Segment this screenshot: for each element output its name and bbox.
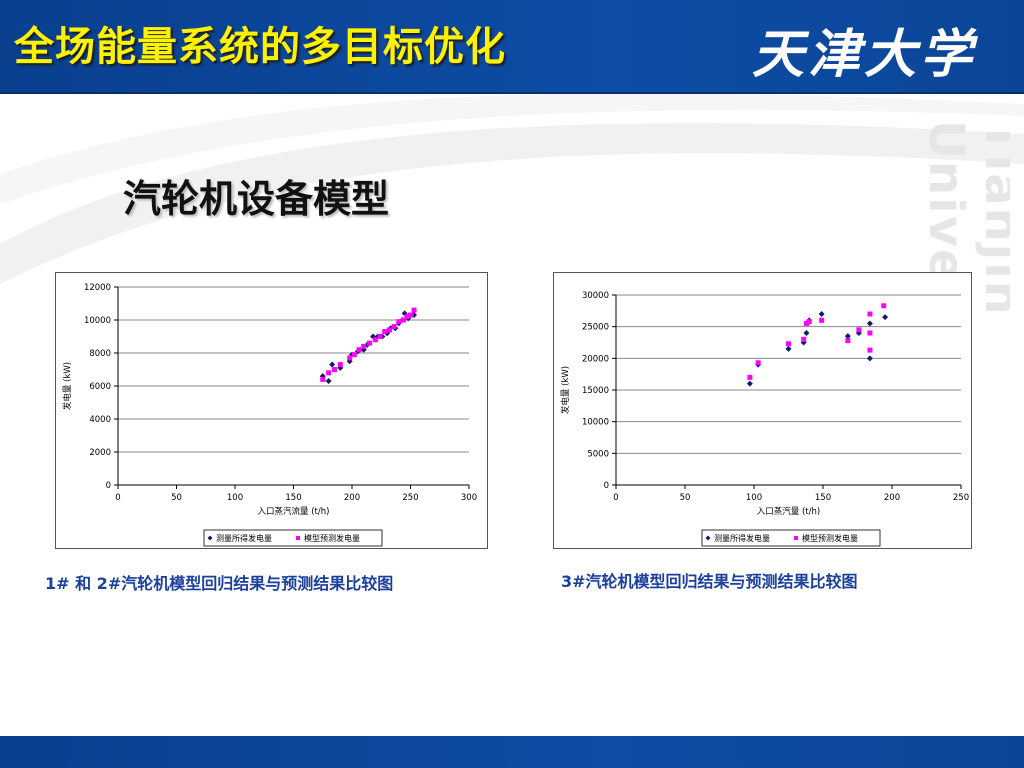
- x-tick-label: 100: [746, 493, 762, 503]
- x-tick-label: 150: [285, 493, 301, 503]
- predicted-point: [386, 327, 392, 333]
- legend-measured-marker: [207, 535, 213, 541]
- predicted-point: [786, 341, 791, 347]
- predicted-point: [881, 303, 887, 309]
- measured-point: [866, 320, 873, 327]
- predicted-point: [320, 376, 326, 382]
- predicted-point: [801, 336, 807, 342]
- predicted-point: [347, 355, 353, 361]
- predicted-point: [867, 311, 873, 317]
- x-tick-label: 150: [815, 493, 831, 503]
- x-tick-label: 100: [227, 493, 243, 503]
- y-tick-label: 0: [106, 481, 111, 491]
- y-axis-label: 发电量 (kW): [62, 362, 73, 410]
- legend-box: [701, 529, 881, 547]
- legend-measured-marker: [705, 535, 711, 541]
- y-tick-label: 30000: [582, 291, 609, 301]
- measured-point: [866, 355, 873, 362]
- predicted-point: [411, 307, 417, 313]
- chart-1-svg: 0 2000 4000 6000 8000 10000 12000 0 50 100 150 200 2…: [62, 283, 477, 547]
- predicted-point: [755, 360, 761, 366]
- predicted-point: [803, 321, 809, 326]
- legend-label: 模型预测发电量: [802, 533, 858, 543]
- y-tick-label: 6000: [89, 382, 111, 392]
- measured-point: [785, 345, 792, 352]
- predicted-point: [372, 337, 378, 343]
- predicted-point: [806, 319, 812, 325]
- y-tick-label: 0: [604, 481, 609, 491]
- predicted-point: [351, 352, 357, 358]
- predicted-point: [867, 330, 873, 336]
- y-tick-label: 4000: [89, 415, 111, 425]
- x-tick-label: 200: [884, 493, 900, 503]
- measured-point: [746, 380, 753, 387]
- legend-predicted-marker: [794, 536, 798, 540]
- predicted-point: [819, 317, 825, 323]
- background-swoosh: [0, 94, 1024, 284]
- x-tick-label: 0: [115, 493, 120, 503]
- x-axis-label: 入口蒸汽量 (t/h): [757, 506, 820, 517]
- y-tick-label: 5000: [587, 449, 609, 459]
- y-tick-label: 20000: [582, 354, 609, 364]
- legend-label: 测量所得发电量: [216, 533, 272, 543]
- x-tick-label: 50: [171, 493, 182, 503]
- measured-point: [818, 311, 825, 317]
- chart-2-svg: 0 5000 10000 15000 20000 25000 30000 0 50 100 150 2…: [560, 291, 969, 547]
- y-tick-label: 8000: [89, 349, 111, 359]
- y-tick-label: 2000: [89, 448, 111, 458]
- measured-point: [803, 330, 810, 336]
- predicted-point: [391, 324, 397, 330]
- university-logo: 天津大学: [752, 24, 977, 85]
- section-heading: 汽轮机设备模型: [123, 176, 390, 221]
- measured-point: [329, 361, 336, 368]
- predicted-point: [367, 340, 373, 346]
- measured-point: [319, 373, 326, 380]
- measured-point: [325, 378, 332, 385]
- predicted-point: [408, 312, 413, 318]
- chart-1-frame: 0 2000 4000 6000 8000 10000 12000 0 50 100 150 200 2…: [55, 272, 488, 549]
- y-tick-label: 25000: [582, 323, 609, 333]
- y-tick-label: 10000: [582, 418, 609, 428]
- header-bar: 全场能量系统的多目标优化 天津大学: [0, 0, 1024, 94]
- y-axis-label: 发电量 (kW): [560, 366, 571, 414]
- x-tick-label: 250: [402, 493, 418, 503]
- predicted-point: [377, 334, 383, 339]
- legend-label: 测量所得发电量: [714, 533, 770, 543]
- predicted-point: [856, 327, 862, 333]
- legend-label: 模型预测发电量: [304, 533, 360, 543]
- x-tick-label: 0: [613, 493, 618, 503]
- x-axis-label: 入口蒸汽流量 (t/h): [258, 506, 330, 517]
- legend-box: [203, 529, 383, 547]
- x-tick-label: 300: [461, 493, 477, 503]
- y-tick-label: 15000: [582, 386, 609, 396]
- predicted-point: [382, 329, 388, 335]
- predicted-point: [361, 343, 367, 349]
- measured-point: [882, 314, 889, 321]
- predicted-point: [400, 317, 406, 323]
- predicted-point: [331, 367, 337, 372]
- caption-left: 1# 和 2#汽轮机模型回归结果与预测结果比较图: [45, 574, 394, 593]
- slide-title: 全场能量系统的多目标优化: [14, 24, 506, 70]
- predicted-point: [747, 374, 753, 380]
- predicted-point: [326, 370, 332, 376]
- x-tick-label: 250: [953, 493, 969, 503]
- predicted-point: [845, 338, 851, 344]
- predicted-point: [396, 319, 402, 325]
- x-tick-label: 200: [344, 493, 360, 503]
- predicted-point: [867, 347, 873, 353]
- caption-right: 3#汽轮机模型回归结果与预测结果比较图: [561, 572, 858, 591]
- y-tick-label: 12000: [84, 283, 111, 293]
- chart-2-frame: 0 5000 10000 15000 20000 25000 30000 0 50 100 150 2…: [553, 272, 972, 549]
- x-tick-label: 50: [680, 493, 691, 503]
- y-tick-label: 10000: [84, 316, 111, 326]
- predicted-point: [356, 347, 362, 353]
- measured-point: [844, 333, 851, 340]
- predicted-point: [337, 362, 343, 368]
- footer-bar: [0, 736, 1024, 768]
- predicted-point: [404, 314, 410, 320]
- legend-predicted-marker: [296, 536, 300, 540]
